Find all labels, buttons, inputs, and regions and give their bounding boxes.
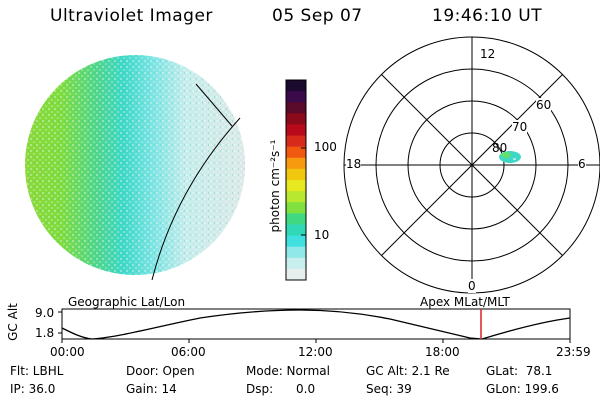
x-tick-1200: 12:00 [298, 345, 333, 359]
meridian-diag-2 [381, 74, 563, 256]
colorbar-cell [286, 168, 306, 181]
auroral-patch [497, 151, 521, 163]
door-value: Door: Open [126, 364, 195, 378]
x-tick-0000: 00:00 [50, 345, 85, 359]
x-tick-0600: 06:00 [171, 345, 206, 359]
mode-value: Mode: Normal [246, 364, 330, 378]
colorbar-cell [286, 113, 306, 125]
gain-value: Gain: 14 [126, 382, 177, 396]
colorbar-cell [286, 235, 306, 248]
mlt-label-0: 0 [468, 279, 476, 293]
colorbar-cell [286, 146, 306, 159]
colorbar-cell [286, 246, 306, 259]
colorbar-cells [286, 80, 306, 281]
colorbar-cell [286, 224, 306, 237]
glat-value: GLat: 78.1 [486, 364, 553, 378]
y-tick-1-8: 1.8 [35, 326, 55, 340]
time-label: 19:46:10 UT [432, 6, 543, 26]
colorbar-cell [286, 91, 306, 103]
apex-title: Apex MLat/MLT [420, 295, 510, 309]
colorbar-cell [286, 102, 306, 114]
seq-value: Seq: 39 [366, 382, 412, 396]
colorbar-cell [286, 268, 306, 281]
mlt-label-12: 12 [480, 47, 496, 61]
timeline-ticks [58, 311, 571, 343]
lat-label-70: 70 [512, 120, 528, 134]
timeline-frame [61, 308, 571, 340]
colorbar-tick-10: 10 [314, 228, 330, 242]
filter-value: Flt: LBHL [10, 364, 64, 378]
auroral-disc [25, 55, 245, 275]
colorbar-cell [286, 191, 306, 203]
colorbar-cell [286, 202, 306, 214]
colorbar-cell [286, 257, 306, 270]
limb-line [195, 83, 233, 127]
instrument-title: Ultraviolet Imager [50, 6, 213, 26]
x-tick-1800: 18:00 [425, 345, 460, 359]
colorbar-cell [286, 213, 306, 225]
lat-label-80: 80 [492, 141, 508, 155]
colorbar-cell [286, 180, 306, 192]
mlt-label-18: 18 [346, 157, 362, 171]
gc-alt-value: GC Alt: 2.1 Re [366, 364, 450, 378]
colorbar-tick-100: 100 [314, 140, 337, 154]
glon-value: GLon: 199.6 [486, 382, 559, 396]
colorbar-cell [286, 124, 306, 137]
x-tick-2359: 23:59 [556, 345, 591, 359]
altitude-curve [61, 309, 571, 340]
lat-label-60: 60 [536, 98, 552, 112]
dsp-value: Dsp: 0.0 [246, 382, 316, 396]
y-tick-9: 9.0 [35, 306, 55, 320]
date-label: 05 Sep 07 [272, 6, 363, 26]
colorbar-cell [286, 80, 306, 92]
mlt-label-6: 6 [578, 157, 586, 171]
colorbar-cell [286, 157, 306, 170]
terminator-curve [151, 117, 241, 281]
ip-value: IP: 36.0 [10, 382, 56, 396]
geographic-title: Geographic Lat/Lon [68, 295, 186, 309]
colorbar-cell [286, 135, 306, 148]
